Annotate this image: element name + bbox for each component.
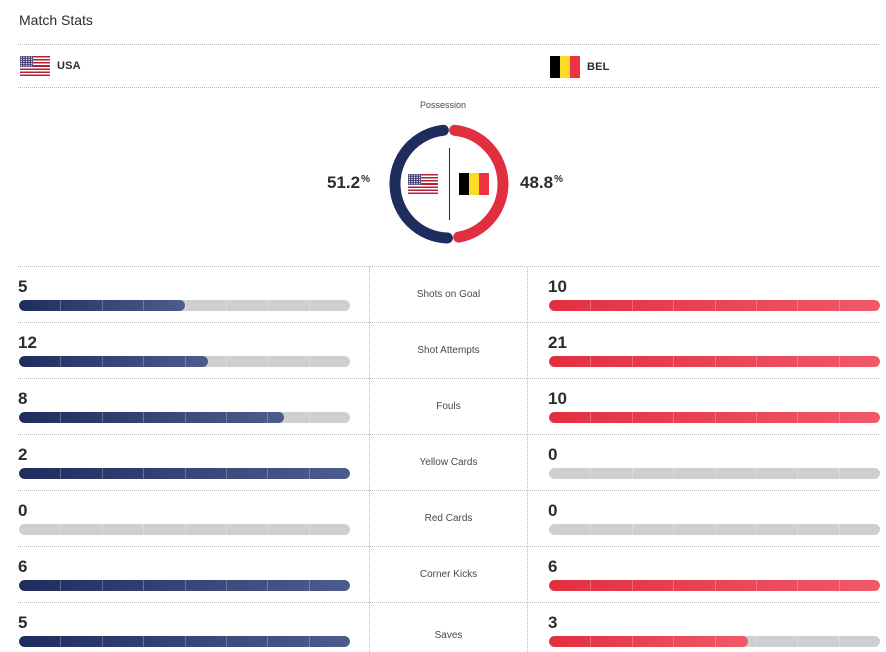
stat-away-value: 21 <box>548 333 567 352</box>
stat-row: 12 Shot Attempts 21 <box>18 322 880 378</box>
stat-row: 8 Fouls 10 <box>18 378 880 434</box>
stat-away-bar-fill <box>549 356 880 367</box>
stat-label: Yellow Cards <box>369 435 528 490</box>
stat-home-value: 0 <box>18 501 28 520</box>
possession-home-value: 51.2% <box>327 173 370 192</box>
stat-home-bar-fill <box>19 636 350 647</box>
stat-home-bar <box>19 412 350 423</box>
stat-row: 5 Saves 3 <box>18 602 880 652</box>
possession-label: Possession <box>419 100 467 110</box>
stat-home-value: 2 <box>18 445 28 464</box>
stat-away-value: 6 <box>548 557 558 576</box>
stat-home-bar-fill <box>19 468 350 479</box>
stat-away-bar-fill <box>549 300 880 311</box>
possession-arc-home <box>389 124 453 244</box>
stat-row: 2 Yellow Cards 0 <box>18 434 880 490</box>
us-flag-icon <box>408 174 438 194</box>
divider <box>18 87 879 88</box>
stat-home-bar <box>19 524 350 535</box>
stat-home-bar <box>19 636 350 647</box>
stat-away-bar-fill <box>549 636 840 647</box>
stat-home-value: 12 <box>18 333 37 352</box>
stat-away-bar-fill <box>549 412 880 423</box>
stat-label: Saves <box>369 603 528 652</box>
stat-home-bar <box>19 356 350 367</box>
page-title: Match Stats <box>19 12 93 28</box>
stat-home-value: 5 <box>18 277 28 296</box>
stat-row: 6 Corner Kicks 6 <box>18 546 880 602</box>
stat-label: Corner Kicks <box>369 547 528 602</box>
stat-home-bar-fill <box>19 300 310 311</box>
stat-away-value: 0 <box>548 445 558 464</box>
stat-label: Shot Attempts <box>369 323 528 378</box>
stat-away-bar <box>549 524 880 535</box>
stat-home-bar <box>19 468 350 479</box>
stats-table: 5 Shots on Goal 10 12 Shot Attempts 21 8… <box>18 266 880 652</box>
stat-away-value: 10 <box>548 277 567 296</box>
stat-away-value: 10 <box>548 389 567 408</box>
belgium-flag-icon <box>459 173 489 195</box>
possession-donut <box>389 124 509 244</box>
us-flag-icon <box>20 56 50 76</box>
stat-label: Shots on Goal <box>369 267 528 322</box>
stat-home-value: 6 <box>18 557 28 576</box>
team-home: USA <box>20 56 81 76</box>
stat-away-bar <box>549 580 880 591</box>
stat-away-bar <box>549 356 880 367</box>
team-away: BEL <box>550 56 610 78</box>
stat-away-bar <box>549 300 880 311</box>
stat-away-value: 3 <box>548 613 558 632</box>
divider <box>18 44 879 45</box>
stat-away-bar <box>549 468 880 479</box>
possession-away-value: 48.8% <box>520 173 563 192</box>
stat-home-bar-fill <box>19 580 350 591</box>
possession-arc-away <box>449 124 509 243</box>
stat-label: Fouls <box>369 379 528 434</box>
stat-away-bar-fill <box>549 580 880 591</box>
stat-away-bar <box>549 636 880 647</box>
stat-row: 0 Red Cards 0 <box>18 490 880 546</box>
stat-home-bar-fill <box>19 356 310 367</box>
stat-away-value: 0 <box>548 501 558 520</box>
donut-divider <box>449 148 450 220</box>
stat-row: 5 Shots on Goal 10 <box>18 266 880 322</box>
stat-home-value: 5 <box>18 613 28 632</box>
stat-home-bar <box>19 580 350 591</box>
team-away-abbr: BEL <box>587 61 610 73</box>
belgium-flag-icon <box>550 56 580 78</box>
stat-home-bar <box>19 300 350 311</box>
team-home-abbr: USA <box>57 60 81 72</box>
stat-away-bar <box>549 412 880 423</box>
stat-home-bar-fill <box>19 412 310 423</box>
stat-label: Red Cards <box>369 491 528 546</box>
stat-home-value: 8 <box>18 389 28 408</box>
